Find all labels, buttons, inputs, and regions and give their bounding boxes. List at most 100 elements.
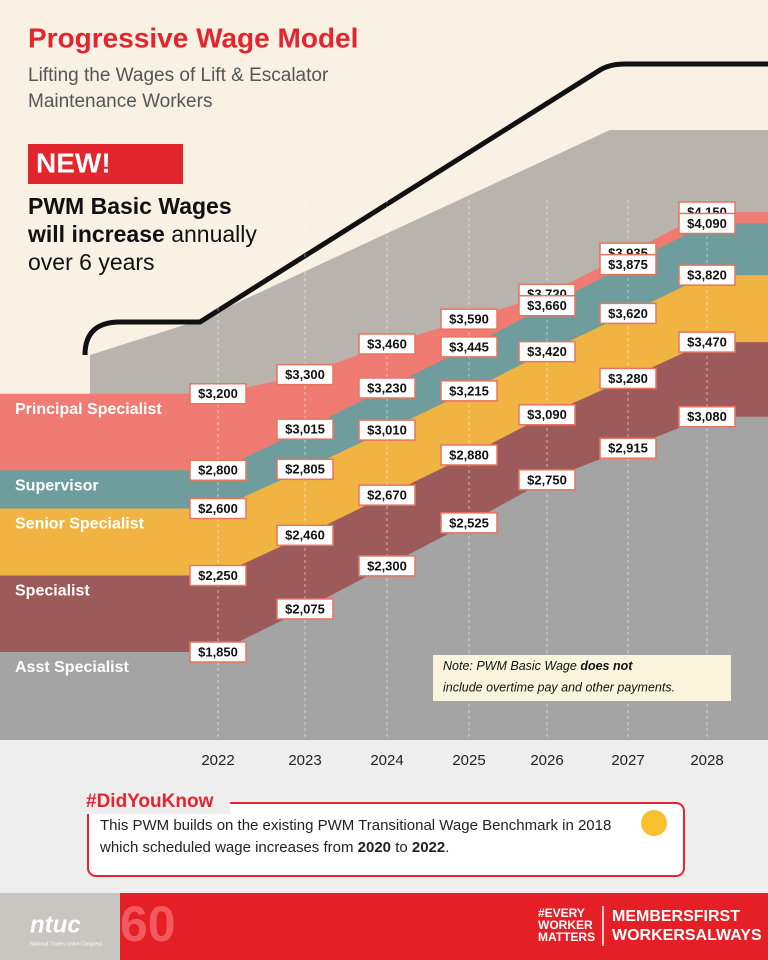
value-box <box>440 380 498 402</box>
value-label: $2,600 <box>198 501 238 516</box>
value-box <box>189 382 247 405</box>
series-name: Senior Specialist <box>15 516 145 533</box>
dyk-part: . <box>445 839 450 856</box>
value-label: $2,250 <box>198 568 238 583</box>
footer-left <box>0 893 120 960</box>
value-label: $2,460 <box>285 528 325 543</box>
value-label: $3,420 <box>527 344 567 359</box>
value-label: $1,850 <box>198 644 238 659</box>
dyk-title-bg <box>80 790 230 814</box>
headline-regular: annually <box>171 221 257 247</box>
value-label: $3,010 <box>367 423 407 438</box>
value-box <box>358 484 416 506</box>
value-label: $2,800 <box>198 463 238 478</box>
value-label: $3,080 <box>687 409 727 424</box>
value-label: $4,090 <box>687 216 727 231</box>
value-box <box>599 367 657 390</box>
note: include overtime pay and other payments. <box>443 680 675 694</box>
dyk-box <box>87 802 685 877</box>
x-tick-label: 2024 <box>370 752 403 769</box>
series-name: Principal Specialist <box>15 401 162 418</box>
value-label: $2,750 <box>527 472 567 487</box>
series-name: Supervisor <box>15 477 99 494</box>
value-label: $3,090 <box>527 407 567 422</box>
value-box <box>518 469 576 491</box>
value-label: $2,525 <box>449 515 489 530</box>
value-label: $2,300 <box>367 558 407 573</box>
value-box <box>599 302 657 325</box>
headline: over 6 years <box>28 249 155 275</box>
note-part: Note: PWM Basic Wage <box>443 659 577 673</box>
x-tick-label: 2022 <box>201 752 234 769</box>
value-box <box>678 264 736 286</box>
dyk-text: This PWM builds on the existing PWM Tran… <box>100 815 640 859</box>
dyk-title: #DidYouKnow <box>86 791 214 812</box>
value-label: $3,215 <box>449 383 489 398</box>
badge: NEW! <box>36 147 111 178</box>
value-box <box>518 294 576 317</box>
value-box <box>599 437 657 460</box>
value-box <box>276 458 334 481</box>
series-name: Specialist <box>15 583 90 600</box>
value-label: $3,280 <box>608 371 648 386</box>
value-box <box>358 377 416 399</box>
x-tick-label: 2023 <box>288 752 321 769</box>
value-label: $2,880 <box>449 447 489 462</box>
value-box <box>276 524 334 547</box>
value-box <box>518 340 576 363</box>
value-label: $3,200 <box>198 386 238 401</box>
value-label: $3,460 <box>367 336 407 351</box>
tag: WORKERSALWAYS <box>612 927 762 944</box>
subtitle: Lifting the Wages of Lift & Escalator <box>28 65 329 86</box>
value-label: $3,300 <box>285 367 325 382</box>
sun-icon <box>641 810 667 836</box>
note-part: does not <box>580 659 633 673</box>
value-box <box>189 497 247 520</box>
value-box <box>440 308 498 330</box>
value-box <box>440 444 498 466</box>
value-label: $3,820 <box>687 268 727 283</box>
x-tick-label: 2025 <box>452 752 485 769</box>
value-box <box>678 212 736 235</box>
value-label: $3,230 <box>367 380 407 395</box>
x-tick-label: 2028 <box>690 752 723 769</box>
tag: #EVERY <box>538 906 585 920</box>
value-label: $3,660 <box>527 298 567 313</box>
badge-box <box>28 144 183 184</box>
value-label: $2,805 <box>285 462 325 477</box>
value-box <box>276 418 334 440</box>
dyk-text-wrap: This PWM builds on the existing PWM Tran… <box>100 815 640 859</box>
headline-bold: will increase <box>27 221 165 247</box>
value-label: $3,015 <box>285 422 325 437</box>
tag: MEMBERSFIRST <box>612 908 740 925</box>
value-box <box>358 333 416 355</box>
footer <box>0 893 768 960</box>
headline: will increase annually <box>27 221 257 247</box>
dyk-part: to <box>395 839 408 856</box>
x-tick-label: 2026 <box>530 752 563 769</box>
value-box <box>440 512 498 534</box>
x-tick-label: 2027 <box>611 752 644 769</box>
title: Progressive Wage Model <box>28 22 358 53</box>
value-box <box>358 555 416 577</box>
logo-sub: National Trades Union Congress <box>30 941 103 947</box>
value-label: $3,470 <box>687 335 727 350</box>
logo: ntuc <box>30 911 81 938</box>
value-box <box>678 331 736 353</box>
value-label: $3,620 <box>608 306 648 321</box>
value-label: $3,875 <box>608 257 648 272</box>
value-box <box>678 405 736 428</box>
dyk-part: This PWM builds on the existing PWM Tran… <box>100 817 612 856</box>
tag: MATTERS <box>538 930 595 944</box>
value-box <box>599 253 657 276</box>
value-box <box>440 336 498 358</box>
value-box <box>189 641 247 663</box>
dyk-part: 2020 <box>357 839 392 856</box>
value-label: $2,915 <box>608 441 648 456</box>
value-label: $3,590 <box>449 312 489 327</box>
value-box <box>276 598 334 620</box>
value-label: $2,670 <box>367 488 407 503</box>
value-box <box>358 419 416 441</box>
note: Note: PWM Basic Wage does not <box>443 659 633 673</box>
